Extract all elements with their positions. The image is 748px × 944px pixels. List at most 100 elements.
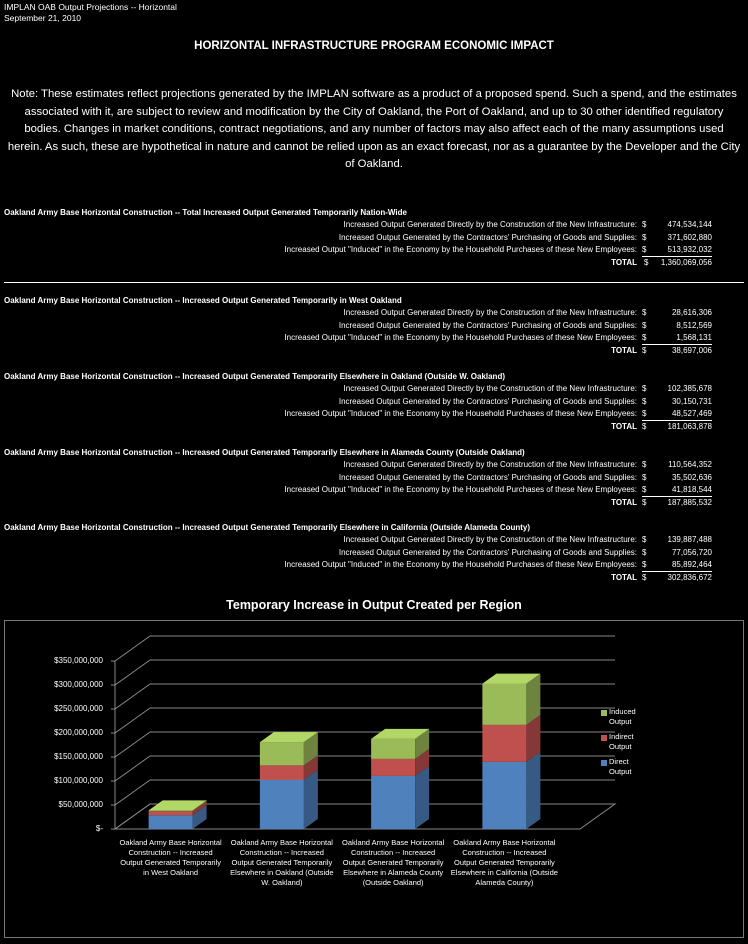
- currency: $: [642, 472, 647, 482]
- bar-side: [192, 805, 207, 829]
- grid-line: [114, 707, 615, 734]
- y-tick-label: $350,000,000: [54, 656, 103, 665]
- grid-line: [114, 659, 615, 686]
- amount: 41,818,544: [671, 485, 712, 494]
- amount: 48,527,469: [671, 409, 712, 418]
- grid-line: [114, 803, 615, 830]
- y-tick-label: $200,000,000: [54, 728, 103, 737]
- y-tick-label: $250,000,000: [54, 704, 103, 713]
- bar-side: [303, 769, 318, 829]
- row: Increased Output "Induced" in the Econom…: [0, 332, 712, 345]
- bar: [259, 742, 304, 766]
- y-tick-label: $150,000,000: [54, 752, 103, 761]
- row: Increased Output "Induced" in the Econom…: [0, 559, 712, 572]
- row-label: TOTAL: [611, 572, 637, 582]
- bar-side: [303, 755, 318, 780]
- y-tick-label: $300,000,000: [54, 680, 103, 689]
- underline: [642, 255, 712, 257]
- underline: [642, 570, 712, 572]
- section-heading: Oakland Army Base Horizontal Constructio…: [4, 448, 525, 457]
- row: Increased Output Generated Directly by t…: [0, 383, 712, 396]
- currency: $: [642, 245, 647, 254]
- amount: 102,385,678: [667, 384, 713, 393]
- bar-side: [303, 732, 318, 766]
- row-label: Increased Output Generated by the Contra…: [338, 232, 637, 242]
- page-title: HORIZONTAL INFRASTRUCTURE PROGRAM ECONOM…: [194, 40, 554, 52]
- section-heading: Oakland Army Base Horizontal Constructio…: [4, 208, 407, 217]
- bar: [371, 758, 416, 776]
- row-label: Increased Output Generated Directly by t…: [343, 308, 637, 317]
- amount: 38,697,006: [671, 345, 712, 355]
- bar-top: [482, 673, 541, 684]
- currency: $: [642, 421, 647, 431]
- row: TOTAL $38,697,006: [0, 345, 712, 358]
- currency: $: [642, 497, 647, 507]
- x-tick-label: Oakland Army Base Horizontal Constructio…: [450, 838, 558, 887]
- currency: $: [642, 547, 647, 557]
- row-label: Increased Output Generated Directly by t…: [343, 535, 637, 544]
- y-tick-label: $-: [96, 824, 103, 833]
- currency: $: [642, 220, 647, 229]
- amount: 77,056,720: [671, 547, 712, 557]
- bar-side: [526, 751, 541, 829]
- row-label: TOTAL: [611, 345, 637, 355]
- grid-line: [114, 635, 615, 662]
- bar: [371, 738, 416, 759]
- y-tick-label: $50,000,000: [59, 800, 104, 809]
- header-line: September 21, 2010: [4, 13, 82, 23]
- currency: $: [642, 535, 647, 544]
- underline: [642, 419, 712, 421]
- amount: 28,616,306: [671, 308, 712, 317]
- grid-line: [114, 683, 615, 710]
- row: TOTAL $1,360,069,056: [0, 257, 712, 270]
- underline: [642, 495, 712, 497]
- bar: [259, 765, 304, 780]
- row: Increased Output Generated Directly by t…: [0, 459, 712, 472]
- amount: 474,534,144: [667, 220, 713, 229]
- grid-line: [114, 755, 615, 782]
- row-label: Increased Output "Induced" in the Econom…: [284, 333, 637, 342]
- legend-label: Indirect Output: [609, 732, 634, 751]
- row-label: Increased Output Generated by the Contra…: [338, 320, 637, 330]
- amount: 139,887,488: [667, 535, 713, 544]
- legend-label: Induced Output: [609, 707, 636, 726]
- bar: [259, 779, 304, 829]
- row: Increased Output Generated by the Contra…: [0, 472, 712, 485]
- section-heading: Oakland Army Base Horizontal Constructio…: [4, 296, 402, 305]
- section-heading: Oakland Army Base Horizontal Constructio…: [4, 372, 505, 381]
- amount: 513,932,032: [667, 245, 713, 254]
- legend-label: Direct Output: [609, 757, 632, 776]
- row: Increased Output "Induced" in the Econom…: [0, 484, 712, 497]
- row: Increased Output Generated Directly by t…: [0, 307, 712, 320]
- bar: [371, 775, 416, 829]
- chart-frame: [4, 620, 744, 938]
- currency: $: [642, 333, 647, 342]
- bar-side: [192, 801, 207, 816]
- bar-side: [526, 714, 541, 762]
- grid-line: [114, 779, 615, 806]
- amount: 85,892,464: [671, 560, 712, 569]
- currency: $: [642, 572, 647, 582]
- bar: [148, 810, 193, 812]
- bar: [482, 761, 527, 829]
- row: Increased Output Generated by the Contra…: [0, 232, 712, 245]
- legend-swatch: [601, 710, 607, 716]
- bar-side: [526, 673, 541, 725]
- y-tick-label: $100,000,000: [54, 776, 103, 785]
- bar: [148, 811, 193, 816]
- legend-swatch: [601, 735, 607, 741]
- amount: 35,502,636: [671, 472, 712, 482]
- bar: [482, 724, 527, 762]
- bar-side: [415, 765, 430, 829]
- row-label: Increased Output "Induced" in the Econom…: [284, 409, 637, 418]
- row: Increased Output Generated Directly by t…: [0, 219, 712, 232]
- row: TOTAL $302,836,672: [0, 572, 712, 585]
- currency: $: [642, 396, 647, 406]
- currency: $: [642, 384, 647, 393]
- divider: [4, 282, 744, 283]
- currency: $: [642, 560, 647, 569]
- legend-swatch: [601, 760, 607, 766]
- amount: 187,885,532: [667, 497, 713, 507]
